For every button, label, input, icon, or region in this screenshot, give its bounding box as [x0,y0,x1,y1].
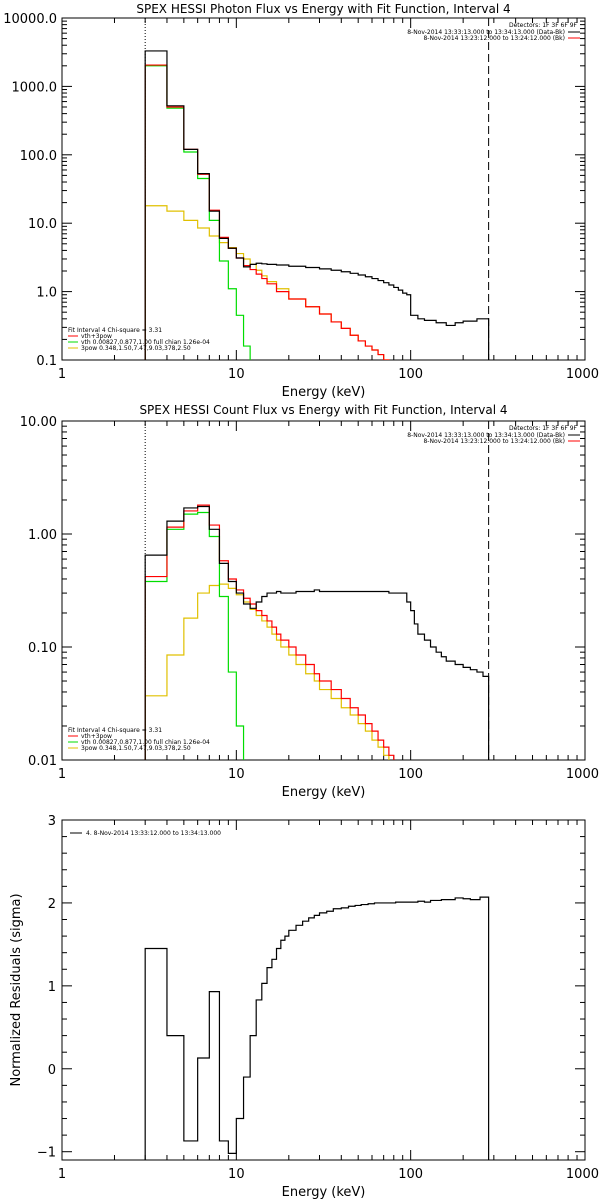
y-tick-label: 10.0 [28,217,57,232]
legend-entry: vth+3pow [81,733,112,740]
axis-ticks: 1 10 100 1000 −1 0 1 2 3 [37,814,599,1182]
y-tick-label: 10000.0 [3,12,57,27]
y-tick-label: −1 [37,1146,56,1161]
legend-entry: 8-Nov-2014 13:33:13.000 to 13:34:13.000 … [407,432,565,439]
x-tick-label: 1 [58,1167,66,1182]
data-series-line [144,896,490,1160]
legend-entry: 3pow 0.348,1.50,7.47,9.03,378,2.50 [81,745,191,752]
legend-top: 4. 8-Nov-2014 13:33:12.000 to 13:34:13.0… [70,830,221,837]
y-tick-label: 0.01 [28,754,57,769]
power_law-series-line [144,583,490,760]
legend-entry: vth 0.00827,0.877,1.00 full chian 1.26e-… [81,339,210,346]
legend-entry: 3pow 0.348,1.50,7.47,9.03,378,2.50 [81,345,191,352]
x-tick-label: 10 [228,767,245,782]
x-axis-label: Energy (keV) [282,1185,366,1200]
plot-frame [61,420,586,761]
y-tick-label: 1 [48,980,56,995]
y-tick-label: 3 [48,814,56,829]
y-tick-label: 1.0 [36,286,57,301]
y-tick-label: 1.00 [28,528,57,543]
x-tick-label: 10 [228,1167,245,1182]
y-tick-label: 10.00 [20,415,57,430]
panel-title: SPEX HESSI Photon Flux vs Energy with Fi… [136,2,510,16]
legend-fit-header: Fit Interval 4 Chi-square = 3.31 [68,727,162,734]
y-tick-label: 0 [48,1063,56,1078]
x-tick-label: 100 [398,367,423,382]
x-axis-label: Energy (keV) [282,385,366,400]
x-tick-label: 1000 [566,367,599,382]
plot-area [144,421,490,760]
plot-area [144,896,490,1160]
plot-frame [61,819,586,1161]
y-tick-label: 2 [48,897,56,912]
axis-ticks: 1 10 100 1000 0.01 0.10 1.00 10.00 [20,415,599,782]
residuals-panel: 1 10 100 1000 −1 0 1 2 3 Energy (keV) Normalized… [9,814,599,1200]
plot-frame [61,17,586,361]
legend-entry: 8-Nov-2014 13:23:12.000 to 13:24:12.000 … [423,438,565,445]
legend-bottom: Fit Interval 4 Chi-square = 3.31vth+3pow… [68,327,210,352]
y-tick-label: 0.10 [28,641,57,656]
total-series-line [144,64,490,360]
plot-area [144,18,490,360]
photon-flux-panel: SPEX HESSI Photon Flux vs Energy with Fi… [3,2,599,400]
legend-entry: 8-Nov-2014 13:23:12.000 to 13:24:12.000 … [423,35,565,42]
axis-ticks: 1 10 100 1000 0.1 1.0 10.0 100.0 1000.0 10000.0 [3,12,599,382]
legend-bottom: Fit Interval 4 Chi-square = 3.31vth+3pow… [68,727,210,752]
x-tick-label: 100 [398,767,423,782]
legend-entry: 8-Nov-2014 13:33:13.000 to 13:34:13.000 … [407,29,565,36]
x-tick-label: 1 [58,767,66,782]
y-axis-label: Normalized Residuals (sigma) [9,893,24,1086]
legend-entry: vth+3pow [81,333,112,340]
x-tick-label: 1 [58,367,66,382]
thermal-series-line [144,65,490,360]
legend-detectors: Detectors: 1F 3F 6F 9F [509,425,578,432]
power_law-series-line [144,205,490,360]
x-tick-label: 100 [398,1167,423,1182]
count-flux-panel: SPEX HESSI Count Flux vs Energy with Fit… [20,403,599,800]
data-series-line [144,50,490,360]
legend-top: Detectors: 1F 3F 6F 9F8-Nov-2014 13:33:1… [407,425,580,445]
x-tick-label: 10 [228,367,245,382]
total-series-line [144,504,490,760]
panel-title: SPEX HESSI Count Flux vs Energy with Fit… [139,403,507,417]
legend-detectors: Detectors: 1F 3F 6F 9F [509,22,578,29]
thermal-series-line [144,511,490,760]
data-series-line [144,505,490,760]
legend-entry: 4. 8-Nov-2014 13:33:12.000 to 13:34:13.0… [86,830,221,837]
legend-fit-header: Fit Interval 4 Chi-square = 3.31 [68,327,162,334]
legend-top: Detectors: 1F 3F 6F 9F8-Nov-2014 13:33:1… [407,22,580,42]
x-tick-label: 1000 [566,767,599,782]
y-tick-label: 1000.0 [12,80,58,95]
x-tick-label: 1000 [566,1167,599,1182]
y-tick-label: 0.1 [36,354,57,369]
legend-entry: vth 0.00827,0.877,1.00 full chian 1.26e-… [81,739,210,746]
x-axis-label: Energy (keV) [282,785,366,800]
y-tick-label: 100.0 [20,149,57,164]
